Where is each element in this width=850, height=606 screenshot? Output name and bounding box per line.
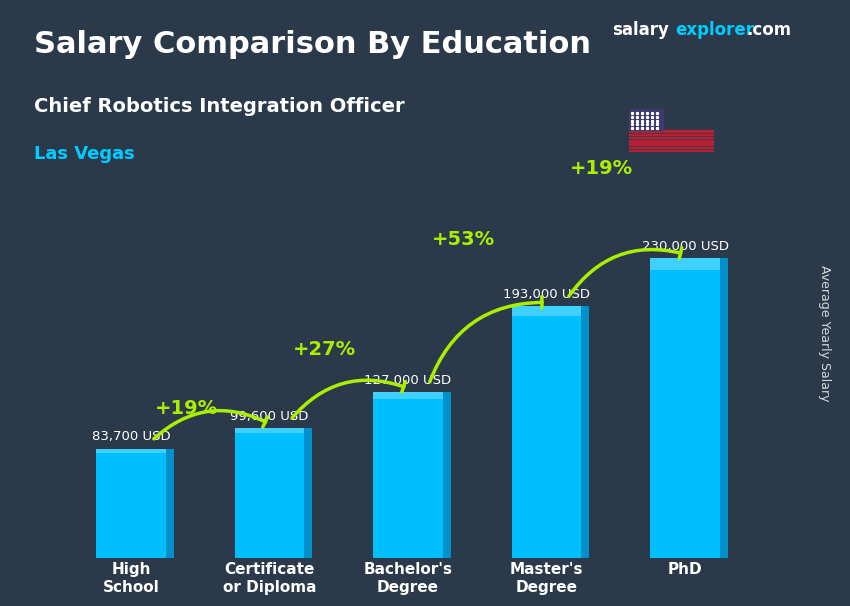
Text: salary: salary	[612, 21, 669, 39]
Text: 230,000 USD: 230,000 USD	[642, 240, 728, 253]
Bar	[512, 306, 581, 316]
Bar	[512, 306, 581, 558]
Bar	[629, 150, 714, 152]
Text: .com: .com	[746, 21, 791, 39]
Bar	[96, 448, 166, 453]
Text: 127,000 USD: 127,000 USD	[365, 374, 451, 387]
Bar	[96, 448, 166, 558]
Bar	[629, 109, 663, 130]
Text: Salary Comparison By Education: Salary Comparison By Education	[34, 30, 591, 59]
Text: explorer: explorer	[676, 21, 755, 39]
Bar	[373, 392, 443, 399]
Text: +53%: +53%	[432, 230, 495, 250]
Bar	[629, 144, 714, 145]
Bar	[373, 392, 443, 558]
Text: +19%: +19%	[155, 399, 218, 418]
Bar	[650, 258, 720, 270]
Text: Las Vegas: Las Vegas	[34, 145, 135, 164]
Bar	[166, 448, 174, 558]
Bar	[650, 258, 720, 558]
Text: +19%: +19%	[570, 159, 633, 178]
Bar	[629, 137, 714, 138]
Bar	[629, 130, 714, 132]
Bar	[235, 428, 304, 558]
Bar	[720, 258, 728, 558]
Text: +27%: +27%	[293, 340, 356, 359]
Text: 83,700 USD: 83,700 USD	[92, 430, 170, 444]
Bar	[235, 428, 304, 433]
Text: Average Yearly Salary: Average Yearly Salary	[818, 265, 831, 402]
Text: Chief Robotics Integration Officer: Chief Robotics Integration Officer	[34, 97, 405, 116]
Text: 99,600 USD: 99,600 USD	[230, 410, 309, 422]
Text: 193,000 USD: 193,000 USD	[503, 288, 590, 301]
Bar	[629, 140, 714, 142]
Bar	[443, 392, 451, 558]
Bar	[304, 428, 313, 558]
Bar	[581, 306, 589, 558]
Bar	[629, 147, 714, 148]
Bar	[629, 133, 714, 135]
